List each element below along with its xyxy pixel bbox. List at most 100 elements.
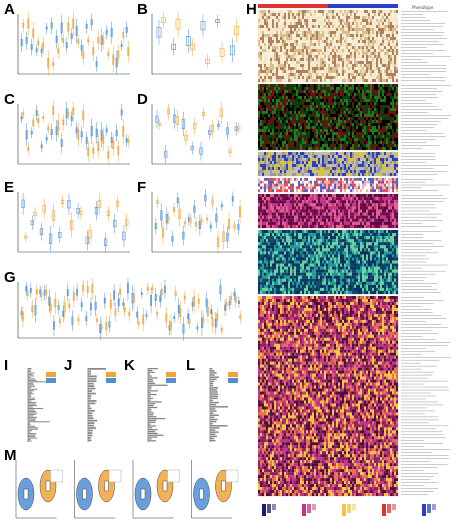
panel-letter-e: E xyxy=(4,179,15,196)
box xyxy=(233,224,236,228)
box xyxy=(50,129,53,135)
panel-k-bars xyxy=(147,368,176,442)
bar xyxy=(88,375,97,378)
box xyxy=(25,286,28,291)
bar xyxy=(88,402,96,405)
box xyxy=(60,199,65,205)
box xyxy=(156,27,162,38)
bar xyxy=(148,430,156,433)
bar xyxy=(28,399,36,401)
bar xyxy=(88,434,93,437)
box xyxy=(37,40,40,46)
bar xyxy=(210,393,219,395)
bar xyxy=(28,428,38,430)
bar xyxy=(148,434,164,436)
bar xyxy=(28,425,36,427)
bar xyxy=(28,405,37,407)
legend-swatch xyxy=(392,504,396,510)
bar xyxy=(148,386,152,388)
box xyxy=(96,318,98,322)
panel-letter-d: D xyxy=(137,91,148,108)
bar xyxy=(88,419,98,422)
box xyxy=(146,286,149,291)
box xyxy=(95,61,98,67)
violin-box xyxy=(104,480,109,492)
panel-letter-f: F xyxy=(137,179,147,196)
box xyxy=(50,22,53,29)
box xyxy=(20,39,23,47)
box xyxy=(49,303,52,311)
box xyxy=(208,129,212,135)
bar xyxy=(210,374,215,376)
bar xyxy=(148,408,152,410)
box xyxy=(39,228,44,235)
bar xyxy=(88,437,91,439)
box xyxy=(120,44,123,47)
box xyxy=(228,149,232,154)
bar xyxy=(28,406,33,408)
box xyxy=(175,116,179,125)
legend-swatch xyxy=(262,504,266,516)
bar xyxy=(88,400,97,402)
legend-swatch xyxy=(166,372,176,377)
bar xyxy=(148,388,152,390)
bar xyxy=(148,419,157,422)
bar xyxy=(210,410,217,412)
bar xyxy=(88,405,91,407)
box xyxy=(68,303,71,308)
bar xyxy=(28,402,37,404)
bar xyxy=(210,403,217,406)
box xyxy=(209,224,212,229)
bar xyxy=(88,424,95,427)
box xyxy=(95,128,98,138)
panel-letter-j: J xyxy=(64,357,73,374)
box xyxy=(45,26,48,30)
bar xyxy=(148,406,158,409)
box xyxy=(77,318,80,322)
panel-letter-l: L xyxy=(186,357,196,374)
box xyxy=(60,22,63,34)
bar xyxy=(88,414,93,417)
box xyxy=(105,128,108,132)
bar xyxy=(28,430,33,432)
box xyxy=(133,293,135,303)
box xyxy=(82,284,85,292)
box xyxy=(122,302,125,306)
box xyxy=(65,42,68,48)
box xyxy=(63,302,66,313)
bar xyxy=(148,369,153,372)
box xyxy=(87,39,90,43)
box xyxy=(105,321,108,331)
bar xyxy=(148,390,158,392)
bar xyxy=(88,385,95,387)
bar xyxy=(210,406,228,408)
box xyxy=(90,125,93,137)
box xyxy=(104,238,108,246)
bar xyxy=(210,433,216,436)
box xyxy=(220,327,223,332)
box xyxy=(194,222,198,227)
bar xyxy=(28,382,34,384)
panel-h-heatmap xyxy=(258,4,451,516)
box xyxy=(79,210,83,215)
bar xyxy=(148,429,158,431)
legend-swatch xyxy=(427,504,431,513)
box xyxy=(71,316,74,325)
box xyxy=(72,18,75,29)
box xyxy=(115,130,118,137)
bar xyxy=(28,433,37,435)
box xyxy=(42,42,45,50)
box xyxy=(136,311,139,318)
box xyxy=(42,116,45,119)
panel-letter-m: M xyxy=(4,447,17,464)
box xyxy=(107,52,110,57)
panel-a-boxplot xyxy=(17,11,130,76)
bar xyxy=(28,378,35,380)
legend-swatch xyxy=(342,504,346,516)
box xyxy=(94,301,97,311)
box xyxy=(122,126,125,137)
legend-swatch xyxy=(46,378,56,383)
box xyxy=(205,217,209,221)
box xyxy=(62,310,65,317)
box xyxy=(35,110,38,116)
